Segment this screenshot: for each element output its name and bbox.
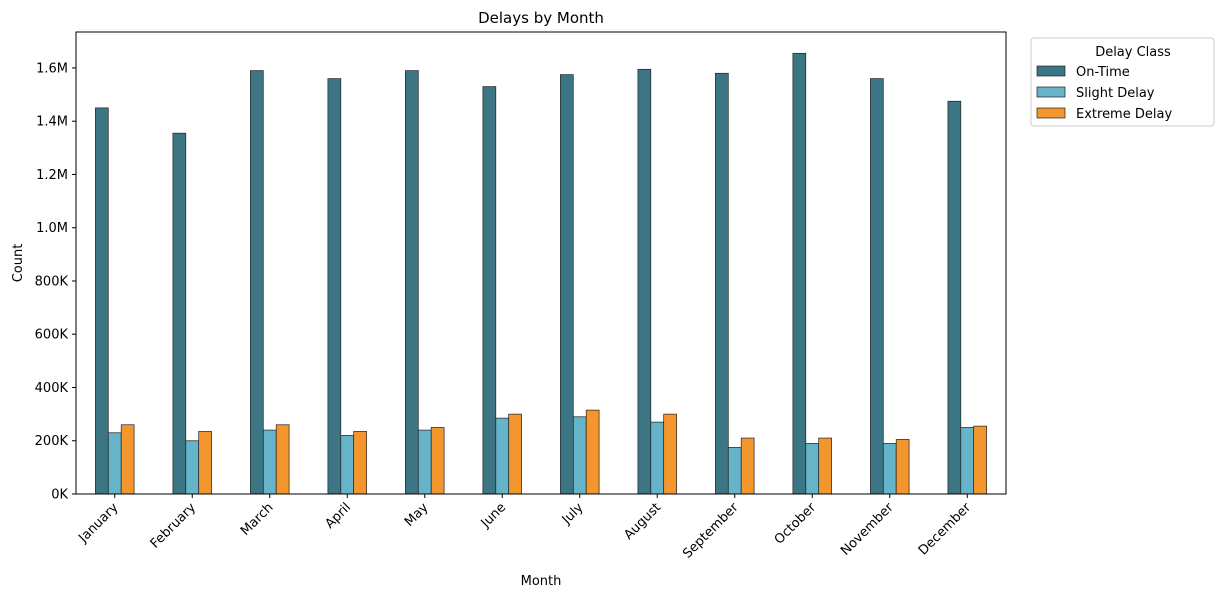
bar-extreme-delay-april bbox=[353, 431, 367, 495]
bar-on-time-november bbox=[870, 78, 884, 495]
x-tick-label: December bbox=[916, 500, 975, 559]
plot-frame bbox=[75, 31, 1007, 495]
legend-swatch bbox=[1036, 86, 1066, 98]
y-tick-label: 600K bbox=[35, 328, 69, 343]
chart-title: Delays by Month bbox=[478, 9, 604, 27]
y-axis-label: Count bbox=[11, 244, 26, 283]
x-tick-label: February bbox=[148, 500, 200, 552]
x-axis: January February March April May June July Augu… bbox=[75, 494, 975, 562]
bar-extreme-delay-february bbox=[198, 431, 212, 495]
legend-title: Delay Class bbox=[1095, 45, 1171, 60]
x-axis-label: Month bbox=[521, 574, 562, 589]
bar-extreme-delay-october bbox=[818, 437, 832, 495]
y-tick-label: 1.0M bbox=[36, 221, 68, 236]
legend-label: Slight Delay bbox=[1076, 86, 1155, 101]
x-tick-label: May bbox=[402, 500, 432, 530]
x-tick-label: June bbox=[478, 500, 509, 531]
y-tick-label: 800K bbox=[35, 274, 69, 289]
bar-on-time-september bbox=[715, 72, 729, 495]
bar-extreme-delay-september bbox=[740, 437, 755, 495]
x-tick-label: October bbox=[772, 500, 820, 548]
bar-slight-delay-february bbox=[185, 440, 200, 495]
bar-extreme-delay-august bbox=[663, 413, 677, 495]
bar-slight-delay-july bbox=[572, 416, 587, 495]
bar-on-time-july bbox=[560, 74, 574, 495]
bar-slight-delay-august bbox=[650, 421, 665, 495]
y-tick-label: 0K bbox=[51, 488, 68, 503]
bar-extreme-delay-march bbox=[275, 424, 290, 495]
y-tick-label: 1.2M bbox=[36, 168, 68, 183]
legend-swatch bbox=[1036, 107, 1066, 119]
x-tick-label: April bbox=[322, 500, 354, 532]
x-tick-label: March bbox=[238, 500, 277, 539]
bar-on-time-june bbox=[482, 86, 497, 495]
bar-extreme-delay-november bbox=[895, 439, 910, 495]
bar-extreme-delay-june bbox=[508, 413, 522, 495]
bar-slight-delay-may bbox=[417, 429, 432, 495]
bar-on-time-may bbox=[405, 70, 419, 495]
legend-label: Extreme Delay bbox=[1076, 107, 1172, 122]
bar-slight-delay-november bbox=[882, 443, 897, 495]
legend-swatch bbox=[1036, 65, 1066, 77]
bar-extreme-delay-january bbox=[120, 424, 135, 495]
x-tick-label: November bbox=[838, 500, 897, 559]
bar-slight-delay-december bbox=[960, 427, 975, 495]
bar-slight-delay-april bbox=[340, 435, 355, 495]
bar-extreme-delay-july bbox=[585, 409, 600, 495]
bar-on-time-december bbox=[947, 100, 962, 495]
bar-slight-delay-october bbox=[805, 443, 820, 495]
bars-group bbox=[95, 52, 987, 495]
x-tick-label: September bbox=[680, 500, 742, 562]
x-tick-label: January bbox=[75, 500, 121, 546]
legend-frame bbox=[1030, 37, 1215, 127]
y-tick-label: 200K bbox=[35, 434, 69, 449]
bar-on-time-april bbox=[327, 78, 342, 495]
bar-slight-delay-june bbox=[495, 417, 510, 495]
x-tick-label: July bbox=[559, 500, 587, 528]
bar-on-time-august bbox=[637, 68, 652, 495]
bar-slight-delay-march bbox=[262, 429, 277, 495]
bar-on-time-october bbox=[792, 52, 807, 495]
bar-slight-delay-september bbox=[727, 447, 742, 495]
y-tick-label: 400K bbox=[35, 381, 69, 396]
bar-on-time-january bbox=[95, 107, 109, 495]
bar-on-time-february bbox=[172, 132, 187, 495]
bar-extreme-delay-december bbox=[973, 425, 987, 495]
bar-slight-delay-january bbox=[107, 432, 122, 495]
legend-items: On-Time Slight Delay Extreme Delay bbox=[1036, 65, 1172, 122]
y-axis: 0K 200K 400K 600K 800K 1.0M 1.2M 1.4M 1.6M bbox=[35, 61, 76, 503]
bar-on-time-march bbox=[250, 70, 264, 495]
x-tick-label: August bbox=[621, 500, 664, 543]
legend: Delay Class On-Time Slight Delay Extreme D… bbox=[1030, 37, 1215, 127]
legend-label: On-Time bbox=[1076, 65, 1130, 80]
bar-extreme-delay-may bbox=[430, 427, 445, 495]
y-tick-label: 1.4M bbox=[36, 115, 68, 130]
y-tick-label: 1.6M bbox=[36, 61, 68, 76]
